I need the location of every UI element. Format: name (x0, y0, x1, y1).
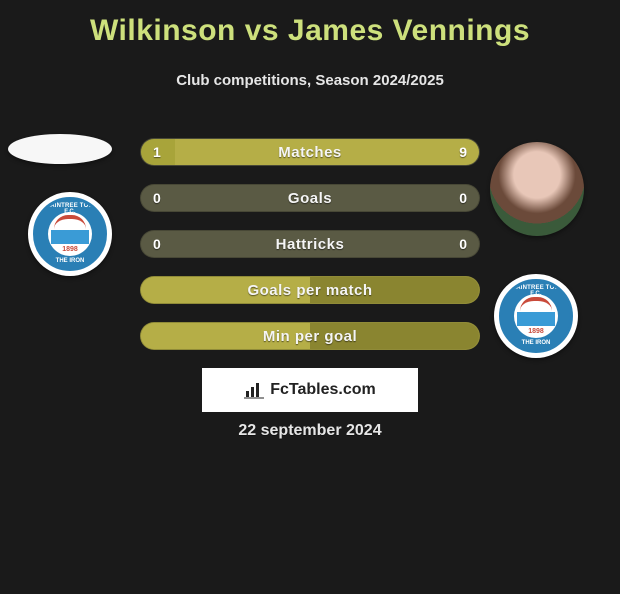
page-title: Wilkinson vs James Vennings (0, 14, 620, 48)
watermark-text: FcTables.com (270, 381, 376, 399)
bar-value-right: 0 (459, 185, 467, 211)
badge-bottom-text: THE IRON (502, 340, 570, 346)
stat-bar: Goals per match (140, 276, 480, 304)
bar-label: Goals per match (141, 277, 479, 303)
bar-label: Matches (141, 139, 479, 165)
bar-value-left: 1 (153, 139, 161, 165)
player-right-avatar (490, 142, 584, 236)
stat-bar: Goals0 0 (140, 184, 480, 212)
bar-value-left: 0 (153, 231, 161, 257)
badge-year: 1898 (528, 328, 544, 335)
bar-label: Min per goal (141, 323, 479, 349)
subtitle: Club competitions, Season 2024/2025 (0, 72, 620, 89)
stat-bar: Min per goal (140, 322, 480, 350)
bar-label: Goals (141, 185, 479, 211)
bar-chart-icon (244, 381, 264, 399)
bar-label: Hattricks (141, 231, 479, 257)
bar-value-left: 0 (153, 185, 161, 211)
generated-date: 22 september 2024 (0, 422, 620, 440)
player-left-avatar (8, 134, 112, 164)
stats-bars: Matches19Goals00Hattricks00Goals per mat… (140, 138, 480, 368)
stat-bar: Hattricks0 0 (140, 230, 480, 258)
club-badge-right: BRAINTREE TOWN F.C. 1898 THE IRON (494, 274, 578, 358)
bar-value-right: 9 (459, 139, 467, 165)
stat-bar: Matches1 9 (140, 138, 480, 166)
badge-bottom-text: THE IRON (36, 258, 104, 264)
watermark: FcTables.com (202, 368, 418, 412)
club-badge-left: BRAINTREE TOWN F.C. 1898 THE IRON (28, 192, 112, 276)
bar-value-right: 0 (459, 231, 467, 257)
badge-year: 1898 (62, 246, 78, 253)
